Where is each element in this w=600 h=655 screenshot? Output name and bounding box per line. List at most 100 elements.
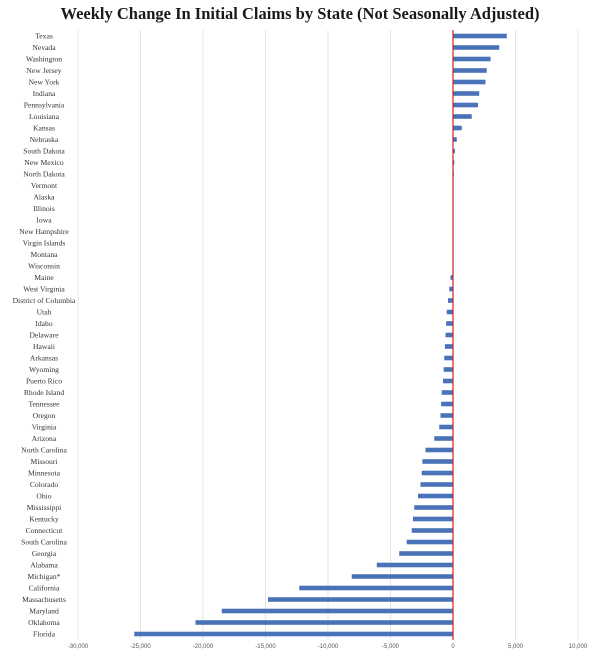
bar [425,447,453,453]
category-label: Alabama [30,561,58,570]
bar [268,597,453,602]
category-label: Indiana [33,89,56,98]
bar [449,286,453,292]
bar [420,482,453,487]
category-label: Virgin Islands [23,239,66,248]
bar [446,309,453,315]
category-label: Washington [26,55,62,64]
bar [134,631,453,637]
category-label: Vermont [31,181,58,190]
category-label: North Carolina [21,446,67,455]
bar [445,332,453,338]
bar [418,493,453,499]
category-label: Michigan* [28,572,61,581]
category-label: California [29,584,60,593]
category-label: Minnesota [28,469,61,478]
x-tick-label: -15,000 [255,644,276,650]
category-label: Pennsylvania [24,101,65,110]
category-label: Georgia [32,549,57,558]
bar [443,378,453,384]
x-tick-label: 10,000 [569,644,588,650]
category-label: Kentucky [29,515,59,524]
category-label: Wisconsin [28,262,60,271]
category-label: Maryland [29,607,59,616]
category-label: Massachusetts [22,595,66,604]
category-label: Missouri [30,457,57,466]
category-label: Kansas [33,124,55,133]
bar [450,275,453,280]
bar [443,367,453,372]
bar [444,344,453,349]
category-label: Virginia [32,423,57,432]
category-label: Idaho [35,319,52,328]
gridlines [77,30,579,640]
category-label: South Carolina [21,538,67,547]
bar [453,102,478,108]
bar [406,539,453,545]
category-label: Alaska [33,193,55,202]
bar [422,459,453,464]
category-label: Puerto Rico [26,377,62,386]
category-label: Nevada [32,43,56,52]
category-label: New Jersey [26,66,61,75]
bar [453,56,491,62]
category-label: Montana [31,250,59,259]
x-tick-label: -25,000 [130,644,151,650]
bar [453,91,480,96]
category-label: New Mexico [24,158,64,167]
x-tick-label: 0 [451,644,455,650]
category-label: Arkansas [30,354,58,363]
x-tick-label: -20,000 [193,644,214,650]
bar [453,125,462,131]
category-label: District of Columbia [13,296,76,305]
category-label: North Dakota [23,170,65,179]
bar [399,551,453,556]
bar [448,298,453,303]
bar [453,68,487,73]
category-label: Utah [37,308,52,317]
bar [453,45,500,50]
bar [440,413,453,418]
chart-title: Weekly Change In Initial Claims by State… [60,4,540,23]
bar [446,321,453,326]
category-label: Ohio [36,492,51,501]
category-label: Iowa [36,216,52,225]
bar [413,516,453,522]
category-label: West Virginia [23,285,65,294]
x-tick-label: -5,000 [382,644,400,650]
bar [195,620,453,625]
category-label: Delaware [29,331,59,340]
category-label: Connecticut [26,526,64,535]
bar [453,33,507,39]
x-tick-label: -30,000 [68,644,89,650]
bar [439,424,453,430]
category-label: Illinois [33,204,55,213]
category-label: South Dakota [23,147,65,156]
category-label: Oklahoma [28,618,60,627]
category-label: Colorado [30,480,58,489]
bar [444,355,453,361]
category-label: Louisiana [29,112,60,121]
bar [414,505,453,510]
bars [134,33,507,637]
bar [453,114,472,119]
category-label: Oregon [33,411,56,420]
category-label: Texas [35,32,53,41]
bar [453,160,455,165]
bar [299,585,453,591]
bar [441,401,453,407]
category-label: Wyoming [29,365,59,374]
x-tick-labels: -30,000 -25,000 -20,000 -15,000 -10,000 -5,00… [68,644,588,650]
bar [453,137,457,142]
category-label: New York [29,78,60,87]
category-label: Mississippi [27,503,62,512]
category-label: Tennessee [28,400,60,409]
bar [351,574,453,579]
bar [221,608,453,614]
bar [376,562,453,568]
x-tick-label: 5,000 [508,644,524,650]
bar [453,148,455,154]
bar [411,528,453,533]
category-label: Rhode Island [24,388,64,397]
